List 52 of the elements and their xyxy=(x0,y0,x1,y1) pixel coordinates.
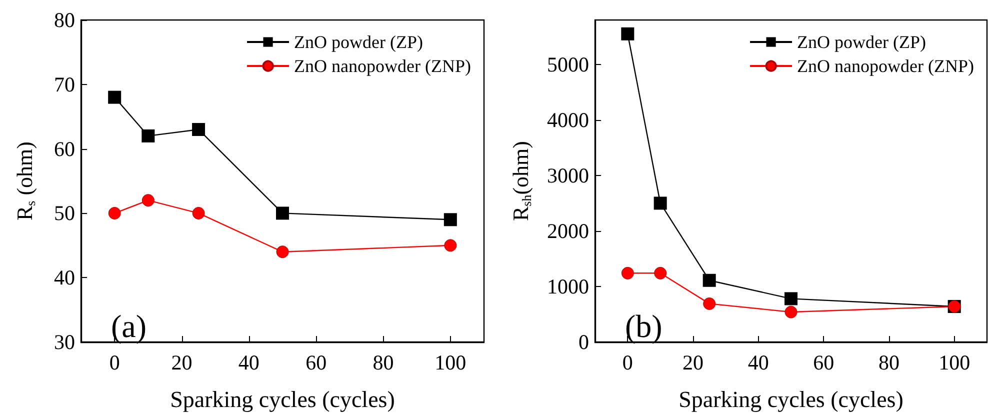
x-tick-label: 40 xyxy=(238,350,260,374)
x-axis-title: Sparking cycles (cycles) xyxy=(678,387,904,412)
x-tick-label: 60 xyxy=(813,350,834,374)
point xyxy=(654,196,667,210)
point xyxy=(444,239,457,252)
y-axis-title: Rsh(ohm) xyxy=(508,141,534,222)
x-axis-title: Sparking cycles (cycles) xyxy=(170,387,395,412)
legend-label: ZnO nanopowder (ZNP) xyxy=(294,56,472,76)
x-tick-label: 100 xyxy=(938,350,970,374)
y-tick-label: 60 xyxy=(54,136,75,161)
annotation: (a) xyxy=(111,308,147,344)
annotation: (b) xyxy=(625,308,662,344)
point xyxy=(276,206,289,220)
legend-label: ZnO nanopowder (ZNP) xyxy=(797,56,974,76)
y-tick-label: 1000 xyxy=(547,274,589,298)
point xyxy=(142,129,155,142)
y-tick-label: 40 xyxy=(54,266,75,290)
x-tick-label: 40 xyxy=(748,350,769,374)
point xyxy=(784,292,798,306)
legend-label: ZnO powder (ZP) xyxy=(797,32,926,52)
x-tick-label: 100 xyxy=(434,350,466,374)
point xyxy=(108,90,122,104)
point xyxy=(192,122,206,136)
point xyxy=(784,306,798,318)
x-tick-label: 20 xyxy=(682,350,704,374)
x-tick-label: 80 xyxy=(372,350,394,374)
point xyxy=(621,27,634,40)
legend-label: ZnO powder (ZP) xyxy=(294,32,424,52)
point xyxy=(108,206,121,220)
point xyxy=(192,206,205,220)
x-tick-label: 60 xyxy=(306,350,327,374)
y-axis-title: Rs (ohm) xyxy=(12,142,38,221)
point xyxy=(444,213,457,226)
x-tick-label: 0 xyxy=(622,350,633,374)
x-tick-label: 80 xyxy=(878,350,900,374)
y-tick-label: 5000 xyxy=(547,52,589,76)
y-tick-label: 4000 xyxy=(547,108,589,132)
y-tick-label: 30 xyxy=(54,330,75,354)
y-tick-label: 50 xyxy=(54,201,75,226)
point xyxy=(142,194,154,207)
y-tick-label: 70 xyxy=(54,72,75,96)
y-tick-label: 80 xyxy=(54,8,75,32)
point xyxy=(276,246,289,258)
x-tick-label: 20 xyxy=(171,350,192,374)
point xyxy=(702,274,716,287)
x-tick-label: 0 xyxy=(109,350,120,374)
y-tick-label: 2000 xyxy=(547,218,589,243)
y-tick-label: 3000 xyxy=(547,163,589,188)
y-tick-label: 0 xyxy=(578,330,589,354)
point xyxy=(654,266,667,280)
point xyxy=(621,266,634,280)
point xyxy=(703,297,716,310)
